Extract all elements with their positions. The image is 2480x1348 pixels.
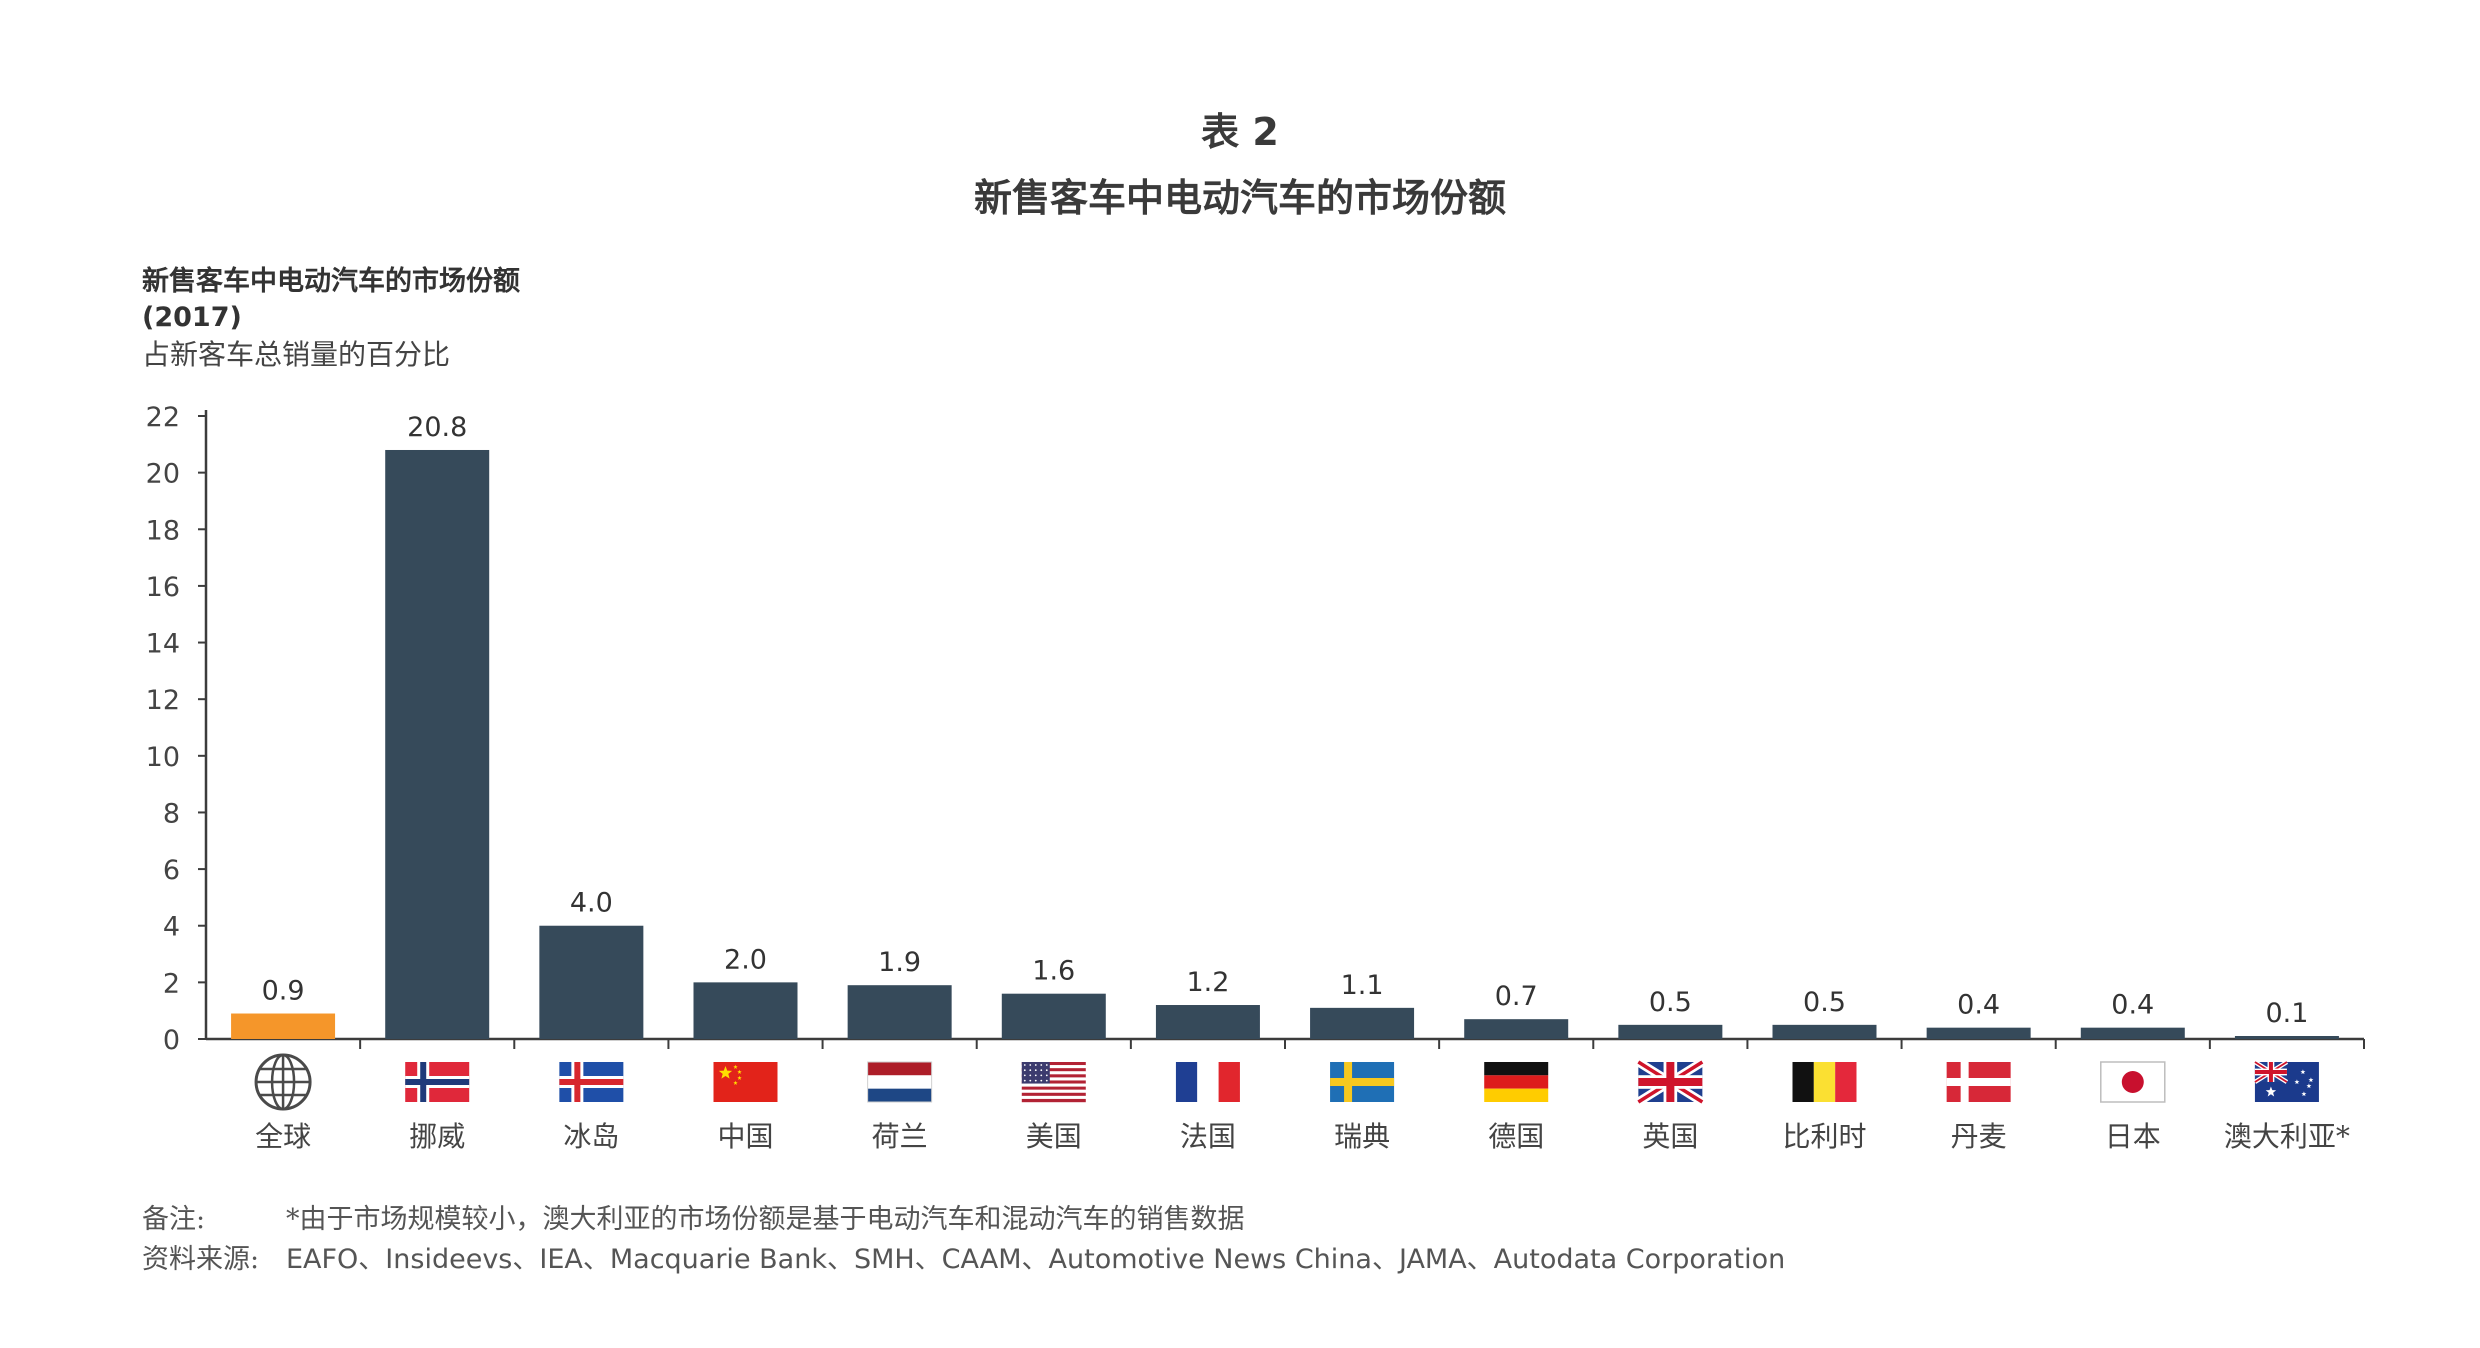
chart-main-title: 新售客车中电动汽车的市场份额	[973, 176, 1506, 220]
data-label: 1.9	[878, 947, 921, 978]
bar	[1926, 1027, 2031, 1039]
france-flag-icon	[1175, 1062, 1240, 1102]
category-label: 瑞典	[1334, 1120, 1390, 1153]
chart-subtitle: 新售客车中电动汽车的市场份额	[142, 266, 520, 297]
category-label: 比利时	[1782, 1120, 1866, 1153]
category-label: 美国	[1026, 1120, 1082, 1153]
chart-year: (2017)	[142, 302, 242, 333]
category-label: 英国	[1642, 1120, 1698, 1153]
data-label: 0.1	[2265, 998, 2308, 1029]
category-label: 德国	[1488, 1120, 1544, 1153]
bar	[1155, 1005, 1260, 1039]
bar	[2234, 1036, 2339, 1039]
netherlands-flag-icon	[867, 1061, 933, 1103]
y-tick-label: 12	[146, 685, 180, 716]
chart-title-block: 表 2 新售客车中电动汽车的市场份额	[0, 104, 2480, 226]
denmark-flag-icon	[1946, 1062, 2011, 1102]
y-tick-label: 18	[146, 515, 180, 546]
data-label: 0.4	[2111, 990, 2154, 1021]
norway-flag-icon	[405, 1062, 470, 1102]
chart-unit-label: 占新客车总销量的百分比	[142, 338, 451, 371]
belgium-flag-icon	[1792, 1062, 1857, 1102]
japan-flag-icon	[2100, 1061, 2166, 1103]
note-text: *由于市场规模较小，澳大利亚的市场份额是基于电动汽车和混动汽车的销售数据	[286, 1204, 1245, 1235]
category-label: 法国	[1180, 1120, 1236, 1153]
bar	[539, 925, 644, 1039]
category-label: 日本	[2105, 1120, 2161, 1153]
bar	[1618, 1024, 1723, 1039]
category-label: 全球	[255, 1120, 311, 1153]
notes-block: 备注: *由于市场规模较小，澳大利亚的市场份额是基于电动汽车和混动汽车的销售数据 …	[142, 1200, 1785, 1280]
bar	[231, 1013, 336, 1039]
bar	[1772, 1024, 1877, 1039]
y-tick-label: 20	[146, 459, 180, 490]
bar	[847, 985, 952, 1039]
y-tick-label: 6	[163, 855, 180, 886]
usa-flag-icon	[1021, 1062, 1086, 1103]
category-label: 中国	[717, 1120, 773, 1153]
china-flag-icon	[713, 1062, 778, 1102]
y-tick-label: 16	[146, 572, 180, 603]
australia-flag-icon	[2253, 1060, 2319, 1102]
note-label: 备注:	[142, 1204, 206, 1235]
category-label: 冰岛	[563, 1120, 619, 1153]
y-tick-label: 22	[146, 402, 180, 433]
data-label: 4.0	[570, 888, 613, 919]
data-label: 1.2	[1186, 967, 1229, 998]
y-tick-label: 4	[163, 912, 180, 943]
y-tick-label: 2	[163, 968, 180, 999]
bar	[2080, 1027, 2185, 1039]
y-tick-label: 0	[163, 1025, 180, 1056]
sweden-flag-icon	[1330, 1062, 1395, 1102]
uk-flag-icon	[1636, 1058, 1705, 1106]
category-label: 荷兰	[872, 1120, 928, 1153]
note-row: 备注: *由于市场规模较小，澳大利亚的市场份额是基于电动汽车和混动汽车的销售数据	[142, 1200, 1785, 1240]
data-label: 1.1	[1341, 970, 1384, 1001]
data-label: 1.6	[1032, 956, 1075, 987]
data-label: 2.0	[724, 944, 767, 975]
globe-icon	[254, 1053, 312, 1111]
bar	[385, 449, 490, 1039]
data-label: 0.9	[262, 976, 305, 1007]
bar	[1310, 1007, 1415, 1039]
y-tick-label: 8	[163, 798, 180, 829]
source-row: 资料来源: EAFO、Insideevs、IEA、Macquarie Bank、S…	[142, 1240, 1785, 1280]
bar	[1001, 993, 1106, 1039]
iceland-flag-icon	[559, 1062, 624, 1102]
source-label: 资料来源:	[142, 1244, 260, 1275]
data-label: 0.7	[1495, 981, 1538, 1012]
germany-flag-icon	[1484, 1062, 1549, 1102]
bar	[693, 982, 798, 1039]
y-tick-label: 10	[146, 742, 180, 773]
y-tick-label: 14	[146, 629, 180, 660]
category-label: 挪威	[409, 1120, 465, 1153]
table-number: 表 2	[1201, 110, 1279, 154]
data-label: 0.5	[1803, 987, 1846, 1018]
category-label: 丹麦	[1951, 1120, 2007, 1153]
bar	[1464, 1019, 1569, 1039]
chart-subtitle-block: 新售客车中电动汽车的市场份额 (2017) 占新客车总销量的百分比	[142, 264, 520, 374]
data-label: 0.4	[1957, 990, 2000, 1021]
source-text: EAFO、Insideevs、IEA、Macquarie Bank、SMH、CA…	[286, 1244, 1786, 1275]
data-label: 0.5	[1649, 987, 1692, 1018]
category-label: 澳大利亚*	[2224, 1120, 2350, 1153]
data-label: 20.8	[407, 412, 467, 443]
